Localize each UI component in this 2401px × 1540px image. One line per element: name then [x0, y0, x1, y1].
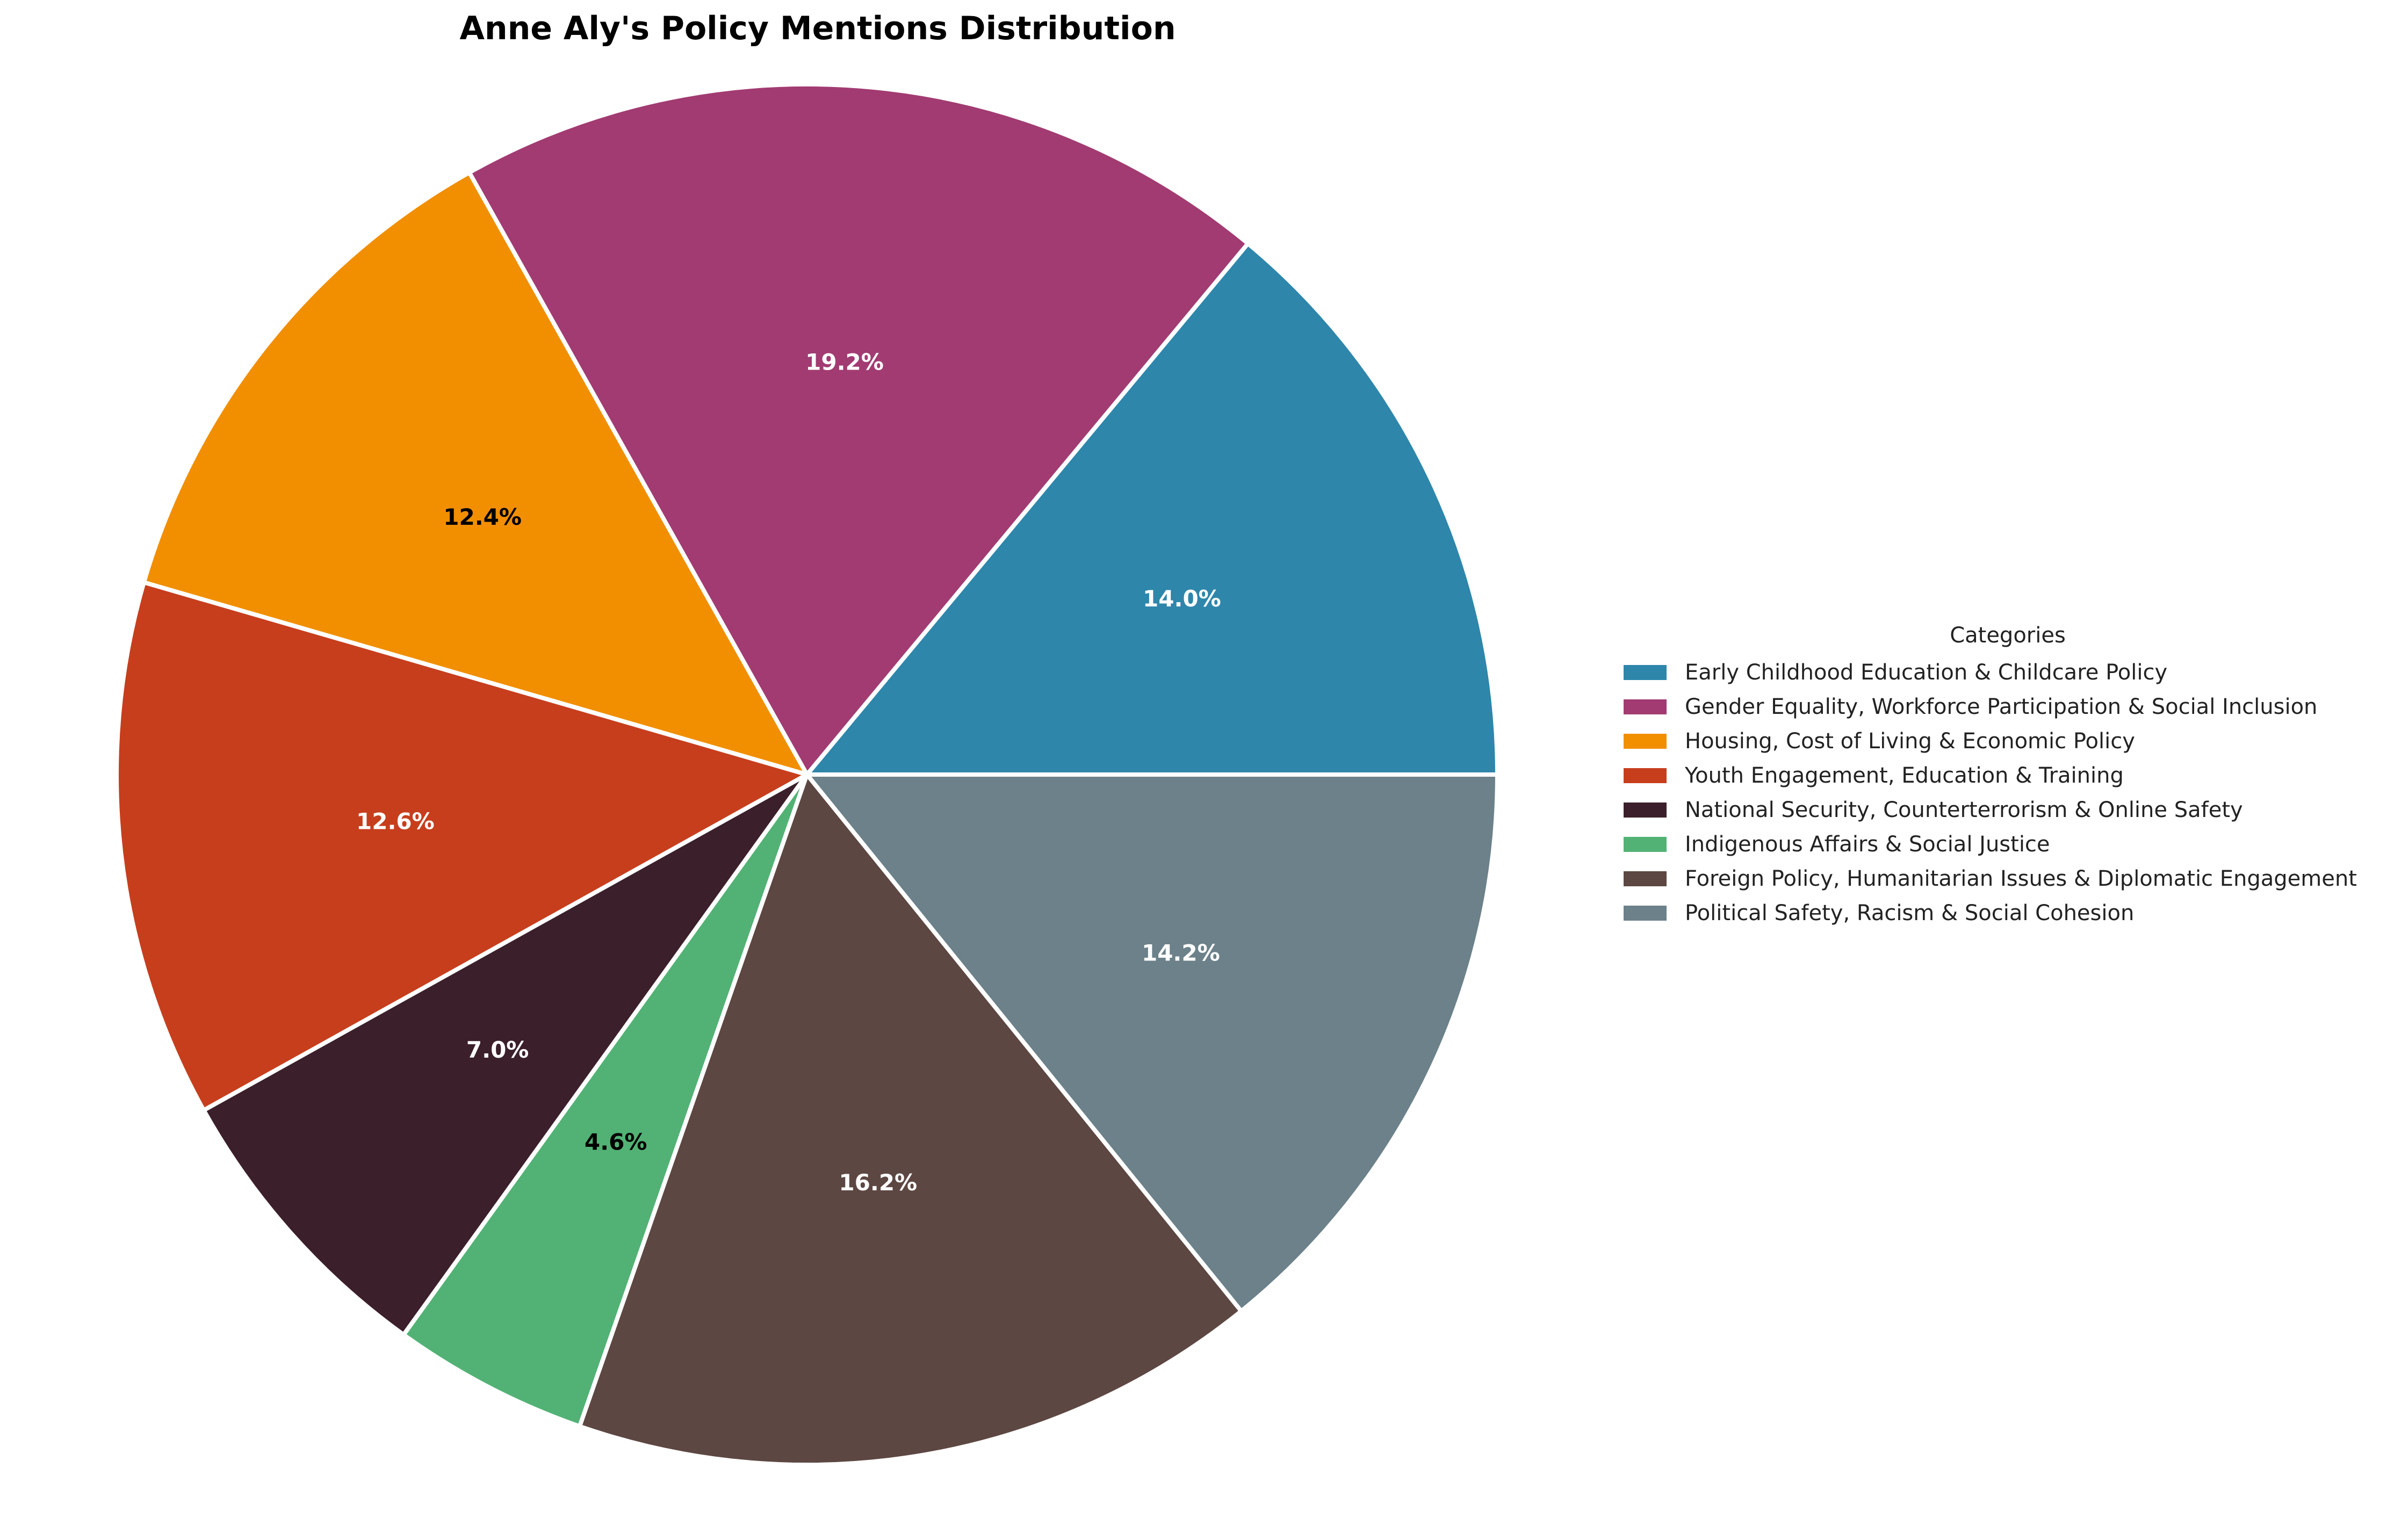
legend-swatch	[1624, 699, 1667, 714]
legend-item: Gender Equality, Workforce Participation…	[1624, 690, 2392, 724]
chart-title: Anne Aly's Policy Mentions Distribution	[459, 10, 1176, 47]
legend-title: Categories	[1950, 623, 2066, 648]
legend-item: Foreign Policy, Humanitarian Issues & Di…	[1624, 862, 2392, 896]
slice-percent-label: 14.0%	[1143, 585, 1221, 612]
pie-slice	[401, 772, 809, 1429]
legend-label: National Security, Counterterrorism & On…	[1685, 798, 2243, 822]
slice-percent-label: 7.0%	[466, 1037, 529, 1063]
legend-swatch	[1624, 802, 1667, 818]
legend: Categories Early Childhood Education & C…	[1624, 623, 2392, 930]
legend-label: Political Safety, Racism & Social Cohesi…	[1685, 901, 2135, 926]
legend-label: Early Childhood Education & Childcare Po…	[1685, 660, 2168, 685]
pie-slice	[805, 772, 1499, 1313]
slice-percent-label: 14.2%	[1142, 940, 1220, 966]
legend-item: Youth Engagement, Education & Training	[1624, 758, 2392, 793]
pie-slice	[201, 772, 809, 1337]
legend-item: Political Safety, Racism & Social Cohesi…	[1624, 896, 2392, 930]
slice-percent-label: 19.2%	[805, 349, 884, 375]
pie-labels: 14.0% 19.2% 12.4% 12.6% 7.0% 4.6% 16.2% 14.2%	[356, 349, 1221, 1196]
legend-swatch	[1624, 906, 1667, 921]
pie-slice	[577, 772, 1244, 1467]
pie-slices	[114, 82, 1499, 1467]
legend-label: Foreign Policy, Humanitarian Issues & Di…	[1685, 866, 2357, 891]
legend-items: Early Childhood Education & Childcare Po…	[1624, 655, 2392, 930]
legend-item: Housing, Cost of Living & Economic Polic…	[1624, 724, 2392, 758]
slice-percent-label: 16.2%	[839, 1169, 917, 1196]
legend-label: Gender Equality, Workforce Participation…	[1685, 695, 2318, 719]
legend-label: Indigenous Affairs & Social Justice	[1685, 832, 2050, 857]
legend-item: National Security, Counterterrorism & On…	[1624, 793, 2392, 827]
legend-label: Youth Engagement, Education & Training	[1685, 763, 2124, 788]
slice-percent-label: 4.6%	[585, 1129, 647, 1155]
legend-swatch	[1624, 665, 1667, 680]
pie-chart: 14.0% 19.2% 12.4% 12.6% 7.0% 4.6% 16.2% 14.2%	[114, 82, 1499, 1467]
pie-slice	[805, 241, 1499, 777]
legend-swatch	[1624, 734, 1667, 749]
legend-item: Early Childhood Education & Childcare Po…	[1624, 655, 2392, 690]
legend-label: Housing, Cost of Living & Economic Polic…	[1685, 729, 2135, 754]
legend-item: Indigenous Affairs & Social Justice	[1624, 827, 2392, 862]
pie-slice	[141, 170, 809, 777]
slice-percent-label: 12.6%	[356, 808, 435, 834]
legend-swatch	[1624, 871, 1667, 886]
pie-slice	[114, 580, 809, 1112]
slice-percent-label: 12.4%	[443, 504, 522, 530]
legend-swatch	[1624, 768, 1667, 783]
legend-swatch	[1624, 837, 1667, 852]
pie-slice	[467, 82, 1250, 777]
